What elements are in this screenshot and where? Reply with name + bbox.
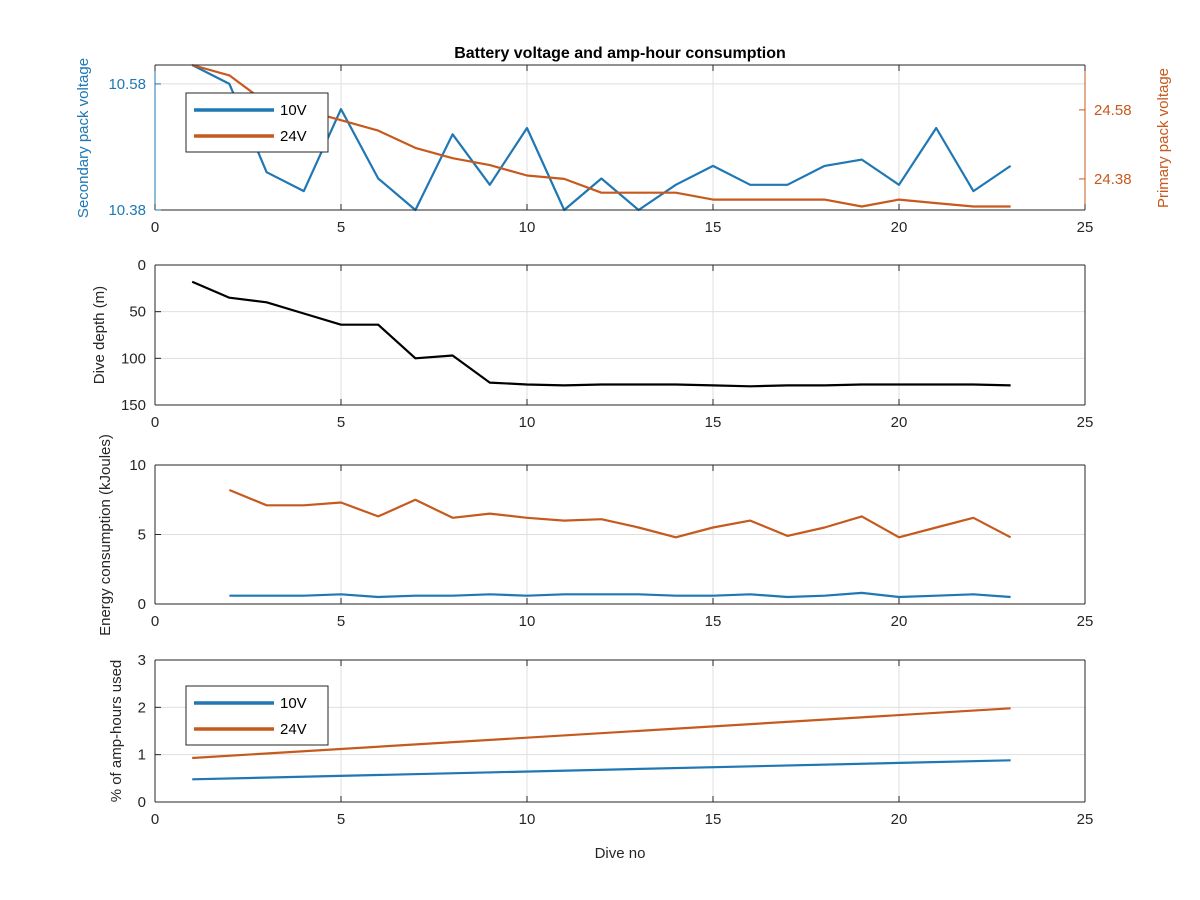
y-tick-label: 10 — [129, 457, 146, 474]
y-tick-label: 0 — [138, 257, 146, 274]
y-tick-label: 1 — [138, 747, 146, 764]
y-tick-label: 10.58 — [108, 76, 146, 93]
series-line-depth-black — [191, 280, 1011, 388]
y-tick-label: 0 — [138, 596, 146, 613]
x-tick-label: 0 — [151, 811, 159, 828]
x-tick-label: 10 — [519, 811, 536, 828]
panel-voltage: 0 5 10 15 20 25 10.38 10.58 24.38 24.58 Secondary … — [75, 58, 1172, 236]
legend: 10V 24V — [185, 92, 329, 153]
legend-box — [185, 92, 329, 153]
legend-box — [185, 685, 329, 746]
y-tick-label: 10.38 — [108, 202, 146, 219]
y-tick-label: 100 — [121, 350, 146, 367]
series-line-energy-blue — [229, 591, 1011, 599]
x-tick-label: 15 — [705, 613, 722, 630]
figure-title: Battery voltage and amp-hour consumption — [454, 45, 786, 62]
x-tick-label: 5 — [337, 219, 345, 236]
x-tick-label: 25 — [1077, 613, 1094, 630]
x-tick-label: 0 — [151, 414, 159, 431]
y-axis-label: Secondary pack voltage — [75, 58, 92, 218]
y-tick-label: 5 — [138, 527, 146, 544]
y-tick-label: 3 — [138, 652, 146, 669]
x-tick-label: 10 — [519, 414, 536, 431]
y-tick-label: 50 — [129, 304, 146, 321]
x-tick-label: 5 — [337, 414, 345, 431]
x-tick-label: 15 — [705, 414, 722, 431]
x-tick-label: 5 — [337, 613, 345, 630]
y-tick-label: 150 — [121, 397, 146, 414]
panel-amphours: 0 5 10 15 20 25 0 1 2 3 % of amp-hours used 10V 24V — [108, 652, 1093, 828]
y-tick-label: 2 — [138, 699, 146, 716]
x-tick-label: 20 — [891, 219, 908, 236]
legend-entry: 24V — [280, 128, 307, 145]
y-right-axis-label: Primary pack voltage — [1155, 68, 1172, 208]
series-line-voltage-24v — [191, 63, 1011, 208]
legend: 10V 24V — [185, 685, 329, 746]
legend-entry: 24V — [280, 721, 307, 738]
x-tick-label: 0 — [151, 613, 159, 630]
y-axis-label: Dive depth (m) — [91, 286, 108, 384]
x-tick-label: 20 — [891, 811, 908, 828]
legend-entry: 10V — [280, 102, 307, 119]
x-tick-label: 25 — [1077, 219, 1094, 236]
x-tick-label: 20 — [891, 613, 908, 630]
panel-depth: 0 5 10 15 20 25 0 50 100 150 Dive depth (m) — [91, 257, 1093, 431]
x-tick-label: 5 — [337, 811, 345, 828]
x-tick-label: 15 — [705, 219, 722, 236]
series-line-amphours-10v — [192, 759, 1011, 781]
y-axis-label: Energy consumption (kJoules) — [97, 434, 114, 636]
panel-energy: 0 5 10 15 20 25 0 5 10 Energy consumption (kJoule… — [97, 434, 1093, 636]
x-tick-label: 10 — [519, 219, 536, 236]
x-tick-label: 20 — [891, 414, 908, 431]
series-line-voltage-10v — [191, 64, 1012, 212]
y-right-tick-label: 24.38 — [1094, 171, 1132, 188]
panels: 0 5 10 15 20 2510.3810.5824.3824.58Secondary … — [75, 58, 1172, 828]
y-right-tick-label: 24.58 — [1094, 102, 1132, 119]
series-line-energy-orange — [228, 488, 1012, 539]
series-line-amphours-24v — [192, 707, 1011, 760]
y-tick-label: 0 — [138, 794, 146, 811]
x-axis-label: Dive no — [595, 845, 646, 862]
x-tick-label: 10 — [519, 613, 536, 630]
x-tick-label: 0 — [151, 219, 159, 236]
x-tick-label: 25 — [1077, 811, 1094, 828]
y-axis-label: % of amp-hours used — [108, 660, 125, 803]
x-tick-label: 25 — [1077, 414, 1094, 431]
x-tick-label: 15 — [705, 811, 722, 828]
legend-entry: 10V — [280, 695, 307, 712]
